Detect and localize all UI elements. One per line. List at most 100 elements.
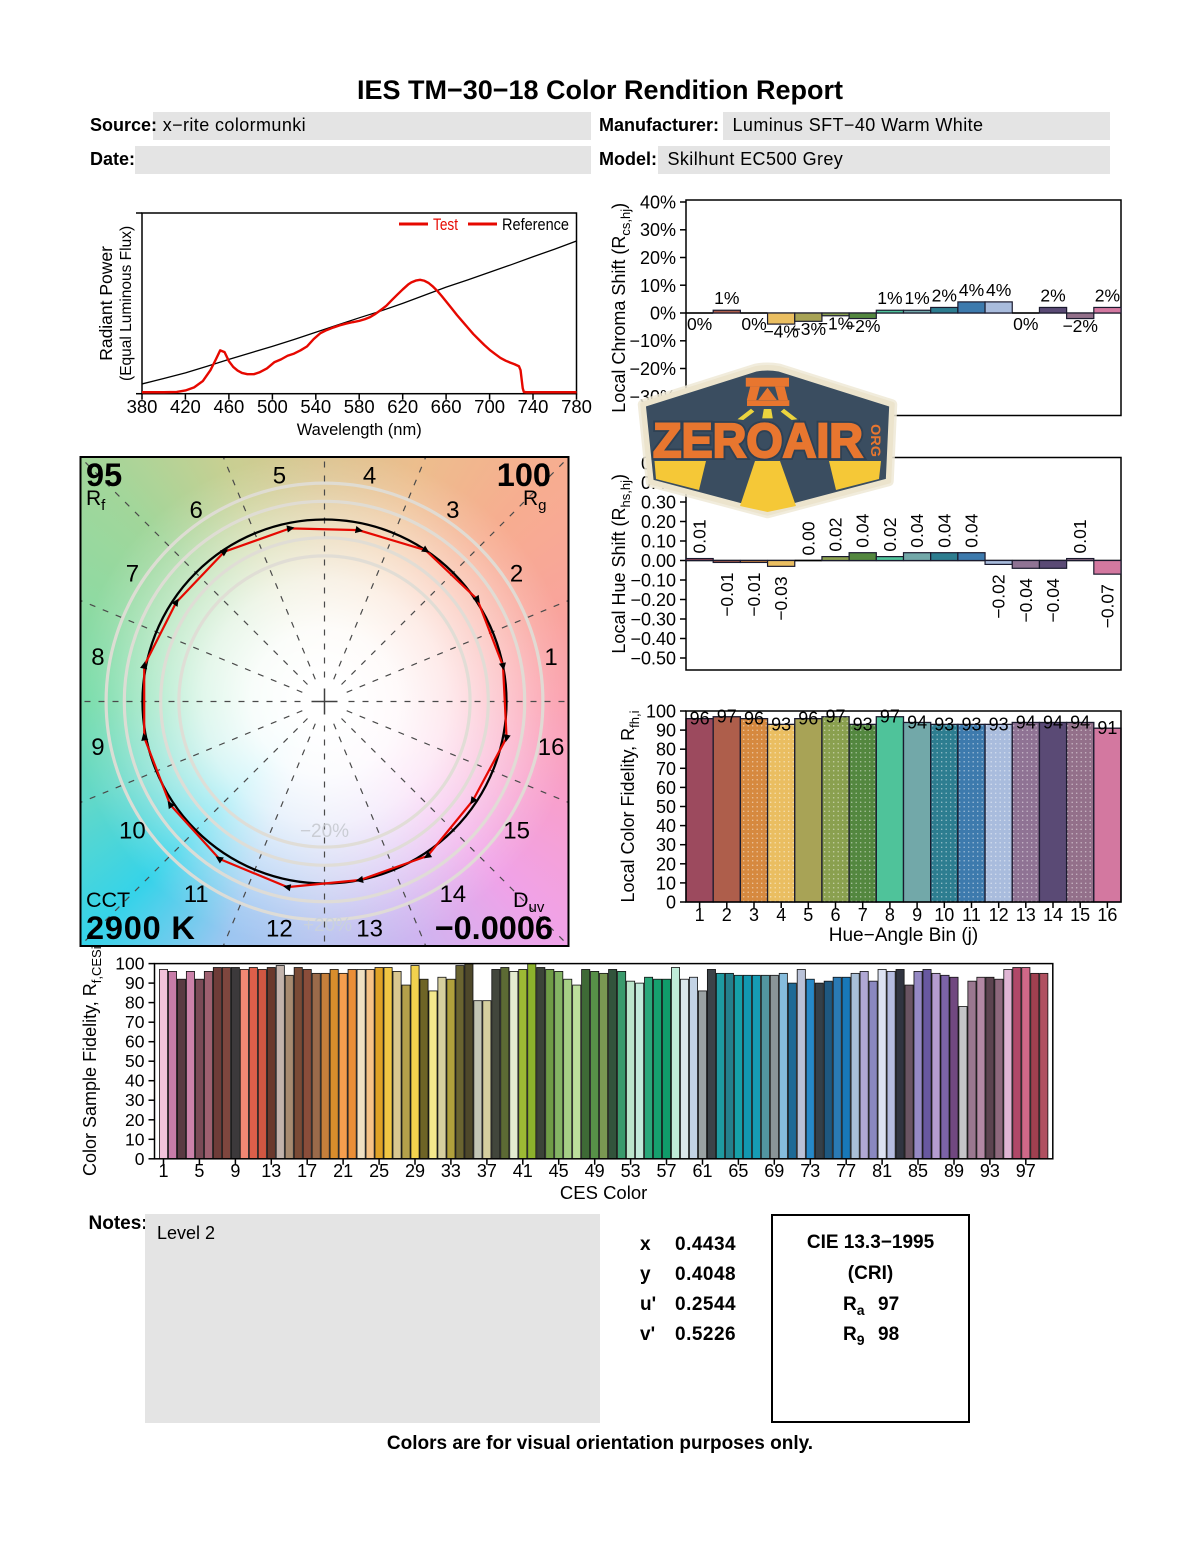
svg-text:100: 100	[115, 954, 144, 974]
svg-text:14: 14	[439, 881, 466, 908]
svg-text:700: 700	[474, 396, 505, 417]
svg-text:11: 11	[962, 905, 981, 925]
svg-text:93: 93	[934, 714, 954, 734]
svg-text:Local Hue Shift (Rhs,hj): Local Hue Shift (Rhs,hj)	[609, 474, 633, 654]
svg-text:620: 620	[387, 396, 418, 417]
svg-text:Local Chroma Shift (Rcs,hj): Local Chroma Shift (Rcs,hj)	[609, 203, 633, 413]
svg-text:93: 93	[989, 714, 1009, 734]
svg-text:2%: 2%	[932, 285, 957, 305]
svg-text:73: 73	[800, 1161, 820, 1181]
svg-text:70: 70	[125, 1012, 145, 1032]
svg-text:41: 41	[513, 1161, 533, 1181]
svg-text:97: 97	[825, 707, 845, 727]
svg-text:−0.50: −0.50	[630, 649, 676, 669]
svg-text:100: 100	[646, 702, 676, 722]
svg-text:−10%: −10%	[629, 331, 676, 351]
svg-text:1: 1	[158, 1161, 168, 1181]
svg-text:97: 97	[1016, 1161, 1036, 1181]
svg-text:4: 4	[363, 462, 376, 489]
svg-text:Wavelength (nm): Wavelength (nm)	[297, 421, 422, 439]
svg-text:10: 10	[119, 817, 146, 844]
svg-text:0.04: 0.04	[907, 513, 927, 547]
svg-text:61: 61	[692, 1161, 712, 1181]
svg-text:7: 7	[858, 905, 868, 925]
svg-text:Radiant Power: Radiant Power	[96, 246, 116, 361]
svg-text:Color Sample Fidelity, Rf,CESi: Color Sample Fidelity, Rf,CESi	[80, 946, 104, 1176]
svg-text:8: 8	[885, 905, 895, 925]
svg-text:29: 29	[405, 1161, 425, 1181]
svg-text:−2%: −2%	[845, 316, 881, 336]
svg-text:2: 2	[510, 561, 523, 588]
svg-text:96: 96	[798, 709, 818, 729]
svg-text:30: 30	[125, 1090, 145, 1110]
svg-text:−0.10: −0.10	[630, 571, 676, 591]
svg-text:65: 65	[728, 1161, 748, 1181]
svg-text:100: 100	[497, 457, 551, 493]
svg-text:0.10: 0.10	[641, 532, 676, 552]
svg-text:−2%: −2%	[1062, 316, 1098, 336]
svg-text:1: 1	[544, 644, 557, 671]
svg-text:53: 53	[621, 1161, 641, 1181]
svg-text:77: 77	[836, 1161, 856, 1181]
svg-text:0.00: 0.00	[641, 551, 676, 571]
svg-text:8: 8	[91, 644, 104, 671]
svg-text:12: 12	[266, 916, 293, 943]
svg-text:0%: 0%	[687, 314, 712, 334]
svg-text:5: 5	[273, 462, 286, 489]
svg-text:−0.0006: −0.0006	[435, 910, 553, 946]
svg-text:−20%: −20%	[300, 821, 349, 842]
svg-text:4%: 4%	[959, 280, 984, 300]
svg-text:Rf: Rf	[86, 487, 106, 514]
svg-text:97: 97	[717, 707, 737, 727]
svg-text:−0.40: −0.40	[630, 629, 676, 649]
svg-text:85: 85	[908, 1161, 928, 1181]
svg-text:0.01: 0.01	[690, 519, 710, 553]
svg-text:45: 45	[549, 1161, 569, 1181]
svg-text:96: 96	[690, 709, 710, 729]
svg-text:+20%: +20%	[303, 915, 352, 936]
svg-text:15: 15	[1070, 905, 1090, 925]
svg-text:−0.02: −0.02	[989, 574, 1009, 618]
svg-text:7: 7	[126, 561, 139, 588]
svg-text:81: 81	[872, 1161, 892, 1181]
svg-text:460: 460	[213, 396, 244, 417]
svg-text:3: 3	[749, 905, 759, 925]
svg-text:17: 17	[297, 1161, 317, 1181]
svg-text:94: 94	[1070, 713, 1090, 733]
svg-text:93: 93	[853, 714, 873, 734]
svg-text:30: 30	[656, 835, 676, 855]
svg-text:0.04: 0.04	[934, 513, 954, 547]
svg-text:11: 11	[184, 881, 209, 908]
svg-text:−0.01: −0.01	[717, 573, 737, 617]
svg-text:94: 94	[1043, 713, 1063, 733]
svg-text:CES Color: CES Color	[560, 1182, 647, 1203]
svg-text:CCT: CCT	[86, 888, 130, 912]
svg-text:0: 0	[666, 893, 676, 913]
svg-text:0.01: 0.01	[1070, 519, 1090, 553]
svg-text:90: 90	[125, 973, 145, 993]
svg-text:540: 540	[300, 396, 331, 417]
svg-text:0.04: 0.04	[962, 513, 982, 547]
svg-text:580: 580	[344, 396, 375, 417]
svg-text:0.02: 0.02	[826, 518, 846, 552]
svg-text:−3%: −3%	[791, 319, 827, 339]
svg-text:10: 10	[125, 1129, 145, 1149]
svg-text:Reference: Reference	[502, 215, 569, 234]
svg-text:49: 49	[585, 1161, 605, 1181]
svg-text:10%: 10%	[640, 276, 676, 296]
svg-text:−0.03: −0.03	[771, 576, 791, 620]
svg-text:1%: 1%	[877, 288, 902, 308]
svg-text:0.20: 0.20	[641, 512, 676, 532]
svg-text:Hue−Angle Bin (j): Hue−Angle Bin (j)	[829, 925, 978, 946]
svg-text:20: 20	[125, 1110, 145, 1130]
svg-text:33: 33	[441, 1161, 461, 1181]
svg-text:0.30: 0.30	[641, 493, 676, 513]
svg-text:−0.04: −0.04	[1043, 578, 1063, 623]
svg-text:5: 5	[803, 905, 813, 925]
svg-text:16: 16	[538, 734, 565, 761]
svg-text:Test: Test	[433, 215, 458, 234]
svg-text:0.02: 0.02	[880, 518, 900, 552]
svg-text:97: 97	[880, 707, 900, 727]
svg-text:14: 14	[1043, 905, 1063, 925]
svg-text:10: 10	[656, 873, 676, 893]
